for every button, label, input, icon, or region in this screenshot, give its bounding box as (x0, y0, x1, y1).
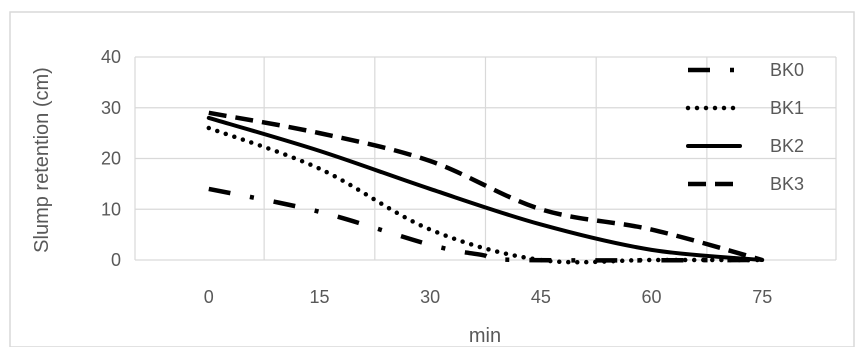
x-axis-title: min (469, 325, 501, 347)
legend-label-bk0: BK0 (770, 60, 804, 80)
legend-label-bk1: BK1 (770, 98, 804, 118)
y-axis-title: Slump retention (cm) (31, 67, 53, 253)
y-tick-label: 40 (101, 47, 121, 67)
y-axis-ticks: 0 10 20 30 40 (101, 47, 121, 270)
series-lines (206, 110, 765, 265)
x-tick-label: 15 (309, 287, 329, 307)
legend: BK0 BK1 BK2 BK3 (685, 60, 804, 194)
x-tick-label: 75 (752, 287, 772, 307)
series-line-bk1 (206, 125, 765, 265)
y-tick-label: 20 (101, 149, 121, 169)
y-tick-label: 0 (111, 250, 121, 270)
x-tick-label: 0 (204, 287, 214, 307)
y-tick-label: 30 (101, 98, 121, 118)
x-tick-label: 60 (642, 287, 662, 307)
legend-label-bk2: BK2 (770, 136, 804, 156)
x-tick-label: 30 (420, 287, 440, 307)
series-line-bk3 (208, 110, 763, 263)
legend-label-bk3: BK3 (770, 174, 804, 194)
series-line-bk2 (206, 115, 765, 262)
x-tick-label: 45 (531, 287, 551, 307)
x-axis-ticks: 0 15 30 45 60 75 (204, 287, 772, 307)
chart-frame (9, 11, 855, 347)
y-tick-label: 10 (101, 199, 121, 219)
